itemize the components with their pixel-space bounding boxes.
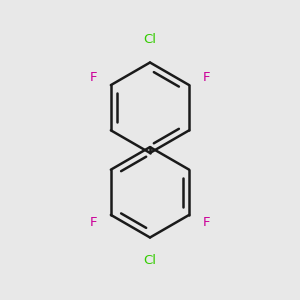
Text: Cl: Cl: [143, 254, 157, 266]
Text: F: F: [89, 70, 97, 84]
Text: F: F: [203, 70, 211, 84]
Text: Cl: Cl: [143, 34, 157, 46]
Text: F: F: [89, 216, 97, 230]
Text: F: F: [203, 216, 211, 230]
